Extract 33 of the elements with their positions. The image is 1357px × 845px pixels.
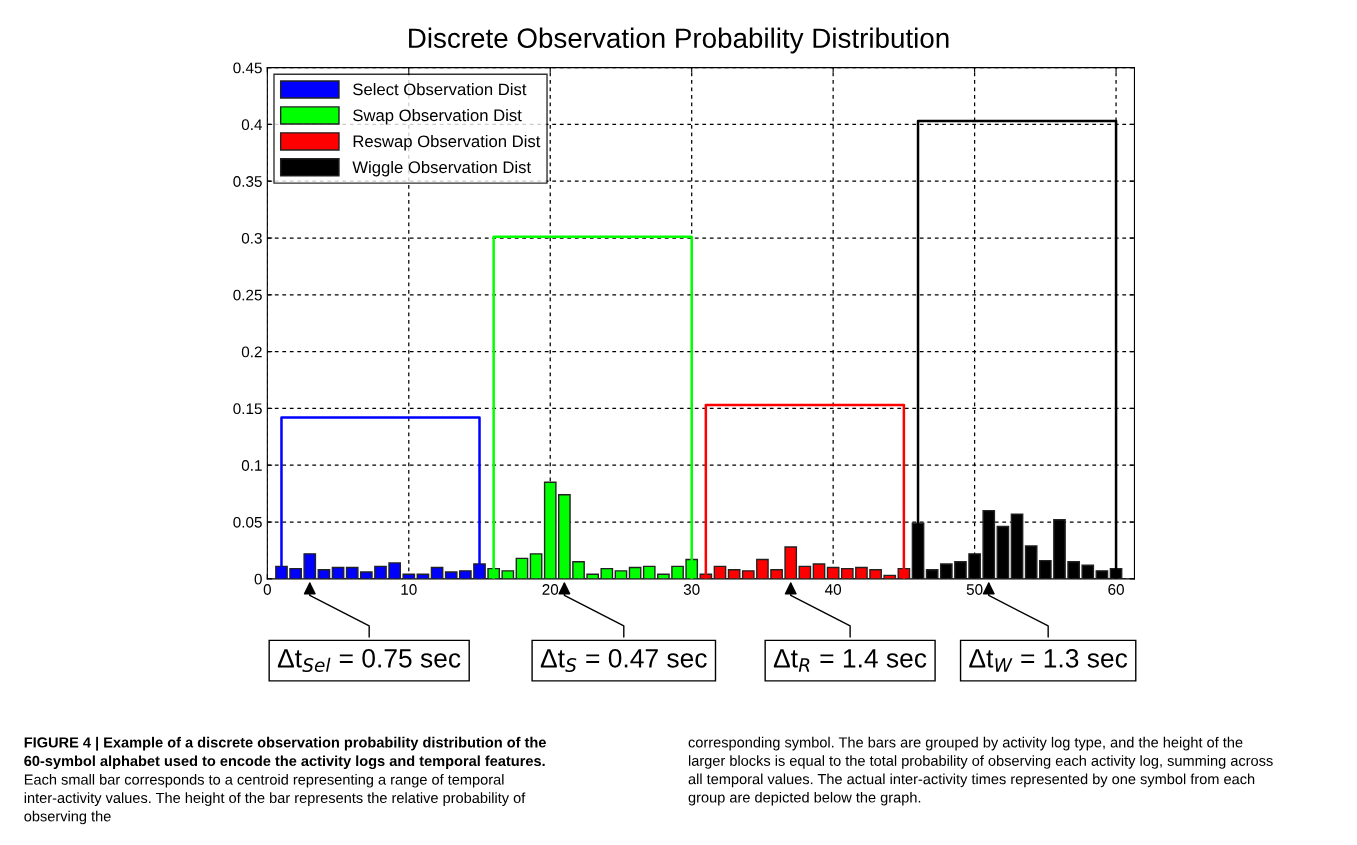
x-tick-label: 50 xyxy=(966,584,983,595)
bar xyxy=(812,563,826,579)
legend-label: Swap Observation Dist xyxy=(353,108,522,125)
x-tick-label: 40 xyxy=(825,584,842,595)
x-tick-label: 60 xyxy=(1108,584,1124,595)
bar xyxy=(996,525,1010,579)
text: corresponding symbol. The bars are grouped by activity log type, and the height of the larger blocks is equal to the total probability of observing each activity log, summing across all temporal values. The actual inter-activity times represented by one symbol from each group are depicted below the graph. xyxy=(688,736,1273,806)
y-tick-label: 0.15 xyxy=(233,403,262,415)
y-tick-label: 0.45 xyxy=(233,62,262,74)
annotation: Δt$_{S}$ = 0.47 sec xyxy=(540,648,707,672)
x-tick-label: 10 xyxy=(401,584,417,595)
annotation: Δt$_{W}$ = 1.3 sec xyxy=(969,648,1128,672)
bar xyxy=(529,553,543,579)
y-tick-label: 0 xyxy=(254,573,262,585)
x-tick-label: 20 xyxy=(542,584,559,595)
annotation: Δt$_{R}$ = 1.4 sec xyxy=(773,649,927,672)
legend-label: Reswap Observation Dist xyxy=(353,134,541,151)
legend-label: Select Observation Dist xyxy=(353,83,527,96)
y-tick-label: 0.3 xyxy=(241,232,262,244)
caption: FIGURE 4 | Example of a discrete observation probability distribution of the 60-symbol alphabet used to encode the activity logs and temporal features. xyxy=(24,736,546,770)
text: Each small bar corresponds to a centroid representing a range of temporal inter-activity values. The height of the bar represents the relative probability of observing the xyxy=(24,774,526,825)
y-tick-label: 0.25 xyxy=(233,289,262,301)
y-tick-label: 0.4 xyxy=(241,119,263,131)
y-tick-label: 0.35 xyxy=(233,176,262,187)
y-tick-label: 0.1 xyxy=(241,460,262,471)
chart-title: Discrete Observation Probability Distribution xyxy=(409,27,949,54)
x-tick-label: 0 xyxy=(263,584,271,595)
y-tick-label: 0.2 xyxy=(241,346,262,358)
bar xyxy=(515,557,529,579)
x-tick-label: 30 xyxy=(683,584,700,595)
annotation: Δt$_{Sel}$ = 0.75 sec xyxy=(277,648,461,672)
y-tick-label: 0.05 xyxy=(233,516,262,528)
legend-label: Wiggle Observation Dist xyxy=(352,160,531,177)
